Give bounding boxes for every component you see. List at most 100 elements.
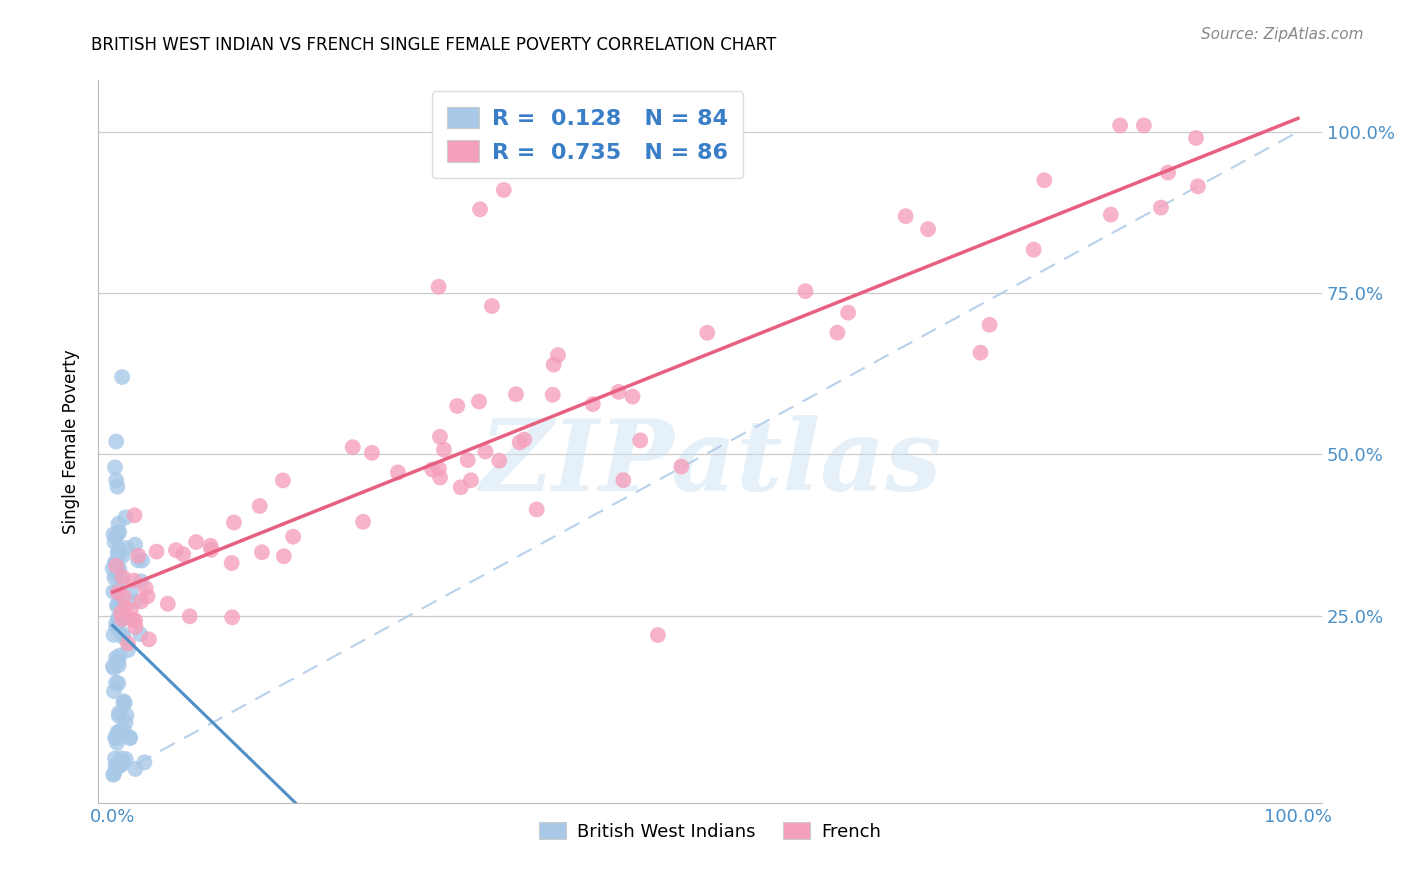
Point [138,632,160,647]
Legend: British West Indians, French: British West Indians, French [529,811,891,852]
Point [134,756,156,770]
Point [526,502,548,516]
Point [184,535,207,549]
Point [110,606,132,620]
Point [107,658,129,673]
Point [827,326,849,340]
Point [114,510,136,524]
Point [111,549,134,564]
Point [131,553,153,567]
Point [969,345,991,359]
Point [105,563,128,577]
Point [124,538,146,552]
Point [105,480,128,494]
Point [474,444,496,458]
Point [114,600,136,615]
Point [107,525,129,540]
Point [541,388,564,402]
Point [488,453,510,467]
Point [114,696,136,710]
Text: BRITISH WEST INDIAN VS FRENCH SINGLE FEMALE POVERTY CORRELATION CHART: BRITISH WEST INDIAN VS FRENCH SINGLE FEM… [91,36,776,54]
Point [105,563,128,577]
Text: ZIPatlas: ZIPatlas [479,415,941,511]
Point [112,724,135,739]
Point [352,515,374,529]
Point [107,655,129,669]
Point [129,574,152,589]
Point [105,434,128,449]
Point [1022,243,1045,257]
Point [108,525,131,540]
Point [513,433,536,447]
Point [114,715,136,730]
Point [107,597,129,611]
Point [104,731,127,746]
Point [468,394,491,409]
Point [112,627,135,641]
Point [103,570,125,584]
Point [433,442,456,457]
Point [104,751,127,765]
Point [107,611,129,625]
Point [172,547,194,561]
Point [122,574,145,588]
Point [135,582,157,596]
Point [221,556,243,570]
Point [1150,201,1173,215]
Point [628,434,651,448]
Point [101,659,124,673]
Point [1157,166,1180,180]
Point [249,499,271,513]
Point [1109,119,1132,133]
Point [671,459,693,474]
Point [110,751,132,765]
Point [108,594,131,608]
Point [105,675,128,690]
Point [222,516,245,530]
Point [107,709,129,723]
Point [124,613,146,627]
Point [457,453,479,467]
Point [108,724,131,739]
Point [117,636,139,650]
Point [124,762,146,776]
Point [1099,208,1122,222]
Point [621,390,644,404]
Point [509,435,531,450]
Point [221,610,243,624]
Point [120,603,142,617]
Point [108,759,131,773]
Point [110,724,132,739]
Point [1185,131,1208,145]
Point [108,706,131,720]
Point [427,462,450,476]
Point [105,616,128,631]
Point [481,299,503,313]
Point [129,594,152,608]
Point [105,760,128,774]
Point [342,440,364,454]
Point [200,539,222,553]
Point [505,387,527,401]
Point [112,694,135,708]
Point [696,326,718,340]
Point [492,183,515,197]
Point [124,508,146,523]
Point [114,752,136,766]
Point [103,684,125,698]
Point [273,549,295,564]
Point [612,473,634,487]
Point [468,202,491,217]
Point [107,545,129,559]
Point [111,630,134,644]
Point [105,530,128,544]
Point [105,555,128,569]
Point [117,643,139,657]
Point [283,530,305,544]
Point [103,628,125,642]
Point [127,553,149,567]
Point [112,590,135,604]
Point [104,460,127,475]
Point [108,572,131,586]
Point [1033,173,1056,187]
